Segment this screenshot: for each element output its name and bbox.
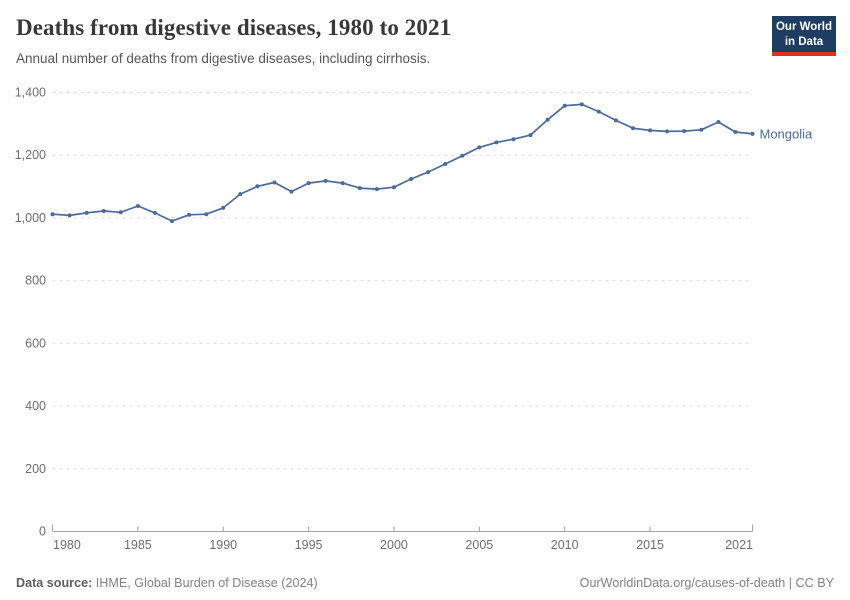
data-point[interactable] [733,130,738,134]
x-tick-label: 1980 [53,538,81,552]
data-point[interactable] [50,212,55,217]
data-point[interactable] [648,128,653,133]
data-point[interactable] [238,192,243,197]
series-end-label[interactable]: Mongolia [760,126,814,141]
data-point[interactable] [511,137,516,142]
data-point[interactable] [135,204,140,208]
data-point[interactable] [631,126,635,131]
data-point[interactable] [84,210,89,215]
y-tick-label: 400 [25,399,46,413]
data-point[interactable] [170,219,174,224]
logo-line-2: in Data [784,35,824,48]
data-point[interactable] [716,120,721,124]
data-point[interactable] [255,184,260,189]
y-tick-label: 600 [25,336,46,350]
data-point[interactable] [101,209,106,213]
data-source: Data source: IHME, Global Burden of Dise… [16,576,318,590]
data-point[interactable] [221,205,226,210]
data-source-text: IHME, Global Burden of Disease (2024) [92,576,318,590]
data-point[interactable] [340,181,345,186]
data-point[interactable] [374,187,379,192]
data-point[interactable] [409,177,413,181]
data-point[interactable] [272,180,277,185]
x-tick-label: 2010 [551,538,579,552]
y-tick-label: 200 [25,462,46,476]
data-point[interactable] [152,210,157,215]
series-line[interactable] [52,103,753,222]
data-point[interactable] [562,103,567,108]
data-point[interactable] [187,212,192,217]
x-tick-label: 2000 [380,538,408,552]
data-point[interactable] [665,129,670,134]
data-point[interactable] [699,127,704,132]
y-tick-label: 1,200 [15,148,46,162]
data-point[interactable] [545,117,550,122]
y-tick-label: 1,000 [15,211,46,225]
x-tick-label: 2021 [725,538,753,552]
data-point[interactable] [426,170,431,175]
data-point[interactable] [494,140,499,145]
data-point[interactable] [477,145,482,150]
data-point[interactable] [613,118,618,123]
logo-line-1: Our World [775,21,832,33]
page-title: Deaths from digestive diseases, 1980 to … [16,15,452,40]
x-tick-label: 1985 [124,538,152,552]
data-point[interactable] [289,189,294,194]
data-point[interactable] [443,162,448,166]
footer-citation-link[interactable]: OurWorldinData.org/causes-of-death | CC … [579,576,834,590]
y-tick-label: 800 [25,274,46,288]
chart-subtitle: Annual number of deaths from digestive d… [16,51,431,66]
data-point[interactable] [682,129,687,134]
data-point[interactable] [204,212,209,217]
chart-footer: Data source: IHME, Global Burden of Dise… [16,576,834,590]
x-tick-label: 2005 [465,538,493,552]
data-point[interactable] [596,109,601,114]
data-source-label: Data source: [16,576,93,590]
data-point[interactable] [392,185,396,190]
owid-logo[interactable]: Our World in Data [772,16,836,57]
data-point[interactable] [357,186,362,191]
y-tick-label: 0 [39,525,46,539]
data-point[interactable] [528,133,533,138]
data-point[interactable] [323,178,328,183]
data-point[interactable] [750,131,755,136]
x-tick-label: 1990 [209,538,237,552]
x-tick-label: 1995 [295,538,323,552]
data-point[interactable] [579,102,584,107]
x-tick-label: 2015 [636,538,664,552]
data-point[interactable] [460,153,465,158]
data-point[interactable] [306,181,311,186]
data-point[interactable] [67,213,72,218]
data-point[interactable] [118,210,123,215]
y-tick-label: 1,400 [15,86,46,100]
